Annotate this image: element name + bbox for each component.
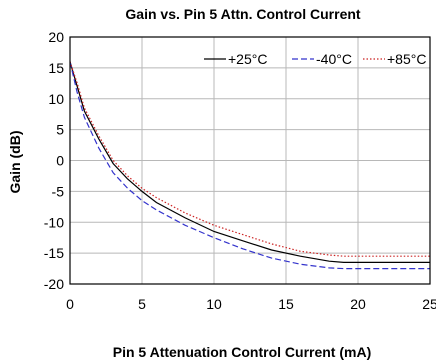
x-axis-label: Pin 5 Attenuation Control Current (mA) (113, 344, 371, 360)
legend-label: +25°C (228, 51, 267, 67)
y-tick-label: 15 (48, 60, 64, 76)
legend: +25°C -40°C +85°C (204, 51, 426, 67)
y-tick-label: -20 (44, 276, 64, 292)
y-tick-label: 20 (48, 29, 64, 45)
x-tick-labels: 0 5 10 15 20 25 (66, 296, 436, 312)
x-tick-label: 25 (422, 296, 436, 312)
series-line-0 (69, 61, 430, 263)
grid (69, 36, 431, 285)
y-tick-label: -5 (52, 183, 65, 199)
series-line-2 (69, 61, 430, 257)
chart-title: Gain vs. Pin 5 Attn. Control Current (125, 6, 361, 22)
x-tick-label: 20 (350, 296, 366, 312)
legend-label: +85°C (387, 51, 426, 67)
x-tick-label: 10 (206, 296, 222, 312)
x-tick-label: 5 (138, 296, 146, 312)
y-tick-label: 5 (56, 122, 64, 138)
plot-area (69, 36, 431, 285)
y-axis-label: Gain (dB) (7, 131, 23, 194)
series-lines (69, 61, 430, 270)
x-tick-label: 0 (66, 296, 74, 312)
x-tick-label: 15 (278, 296, 294, 312)
y-tick-label: 10 (48, 91, 64, 107)
y-tick-label: 0 (56, 153, 64, 169)
y-tick-label: -10 (44, 214, 64, 230)
legend-label: -40°C (316, 51, 352, 67)
y-tick-labels: 20 15 10 5 0 -5 -10 -15 -20 (44, 29, 64, 292)
y-tick-label: -15 (44, 245, 64, 261)
series-line-1 (69, 61, 430, 270)
